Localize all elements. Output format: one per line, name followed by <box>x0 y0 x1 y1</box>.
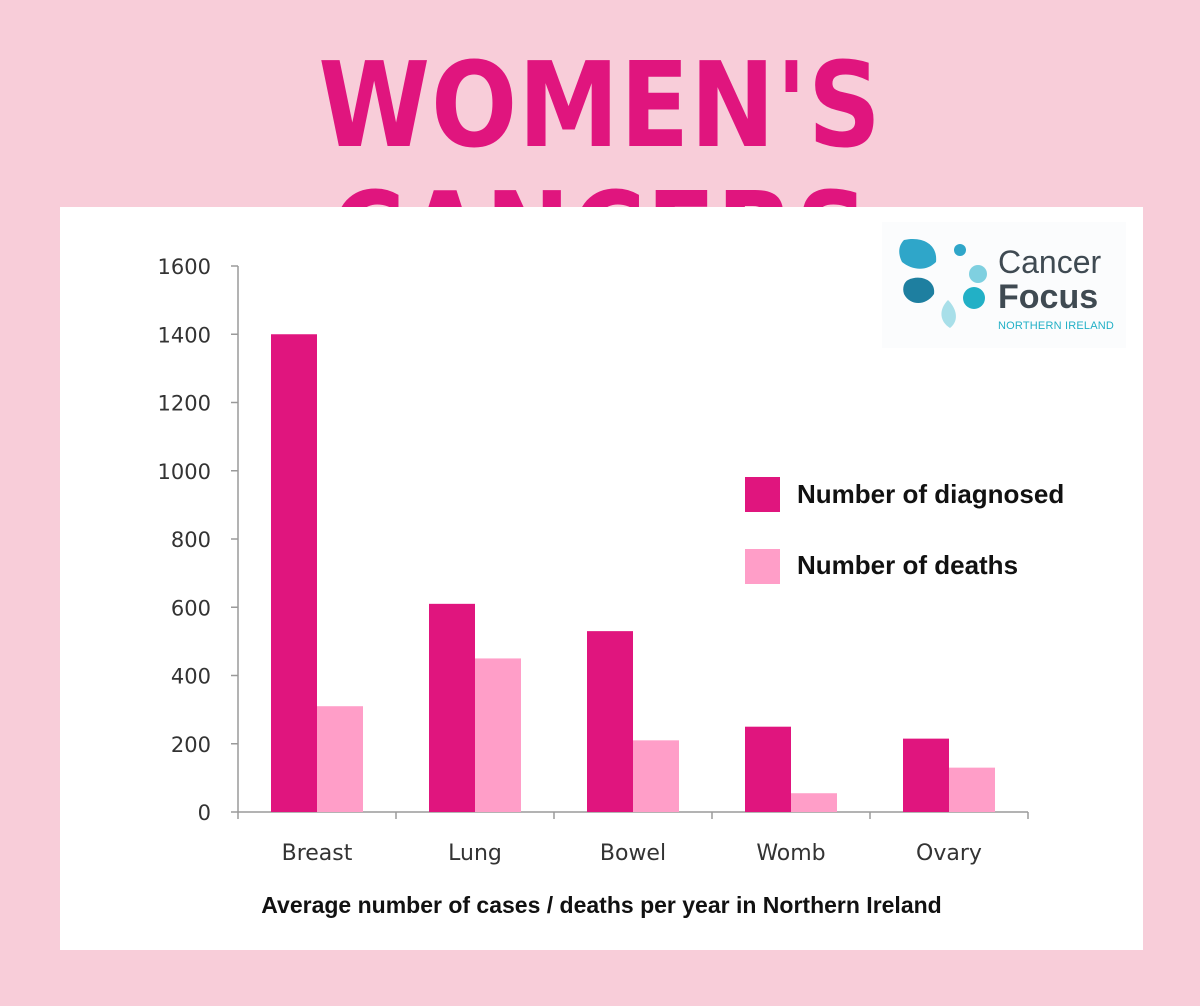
x-category-label: Bowel <box>600 841 666 866</box>
x-axis-title: Average number of cases / deaths per yea… <box>261 892 942 918</box>
legend-swatch-diagnosed <box>745 477 780 512</box>
bar-diagnosed <box>903 738 949 812</box>
logo-text-cancer: Cancer <box>998 244 1102 280</box>
y-tick-label: 1600 <box>158 255 211 279</box>
bar-deaths <box>633 740 679 812</box>
legend-swatch-deaths <box>745 549 780 584</box>
x-category-label: Ovary <box>916 841 982 866</box>
legend-label-deaths: Number of deaths <box>797 550 1019 580</box>
bar-diagnosed <box>429 603 475 812</box>
x-category-label: Lung <box>448 841 502 866</box>
y-tick-label: 600 <box>171 596 211 620</box>
x-category-label: Breast <box>282 841 353 866</box>
bar-diagnosed <box>745 726 791 812</box>
logo-text-focus: Focus <box>998 278 1099 316</box>
bar-deaths <box>949 767 995 812</box>
y-tick-label: 200 <box>171 733 211 757</box>
y-tick-label: 1200 <box>158 392 211 416</box>
legend-label-diagnosed: Number of diagnosed <box>797 479 1065 509</box>
bar-deaths <box>475 658 521 812</box>
bar-deaths <box>317 706 363 812</box>
butterfly-icon <box>899 238 987 328</box>
bar-deaths <box>791 793 837 812</box>
y-tick-label: 1000 <box>158 460 211 484</box>
y-tick-label: 0 <box>198 801 211 825</box>
bar-diagnosed <box>587 631 633 812</box>
y-tick-label: 1400 <box>158 323 211 347</box>
y-tick-label: 400 <box>171 665 211 689</box>
y-tick-label: 800 <box>171 528 211 552</box>
logo-text-northern-ireland: NORTHERN IRELAND <box>998 320 1115 332</box>
x-category-label: Womb <box>756 841 825 866</box>
bar-diagnosed <box>271 334 317 812</box>
cancer-focus-logo: Cancer Focus NORTHERN IRELAND <box>882 222 1126 348</box>
